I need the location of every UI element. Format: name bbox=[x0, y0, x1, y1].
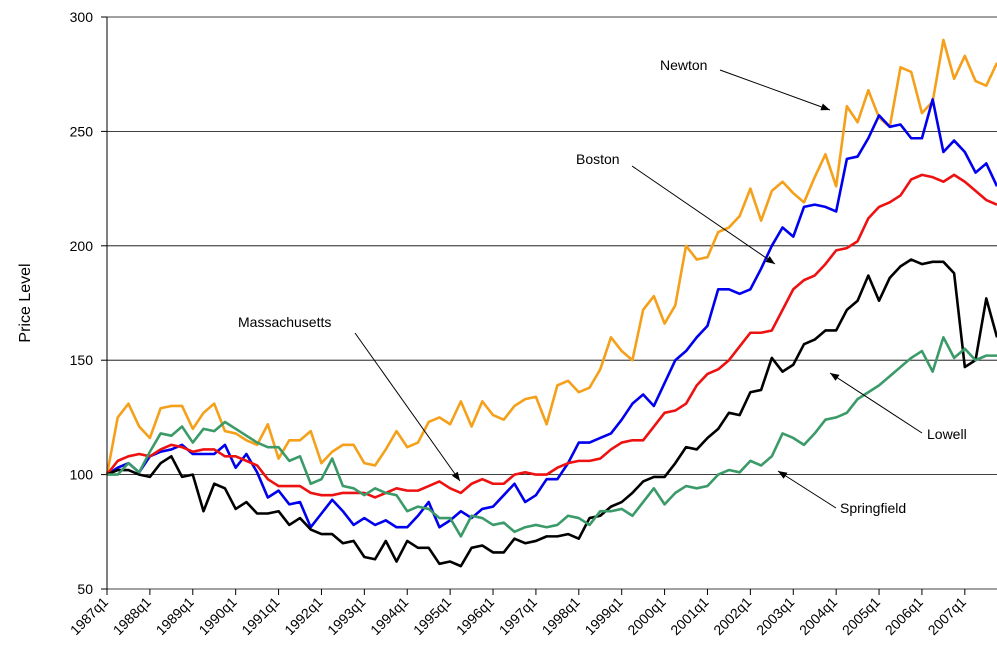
series-line bbox=[105, 38, 997, 475]
x-tick-label: 2005q1 bbox=[839, 594, 883, 638]
y-axis-label: Price Level bbox=[17, 263, 34, 342]
x-tick-label: 1990q1 bbox=[195, 594, 239, 638]
annotation-arrow bbox=[829, 372, 923, 434]
x-tick-label: 1994q1 bbox=[367, 594, 411, 638]
x-tick-label: 2001q1 bbox=[667, 594, 711, 638]
annotation-arrow bbox=[354, 332, 461, 482]
annotation: Massachusetts bbox=[238, 314, 331, 330]
series-line bbox=[106, 98, 997, 529]
x-tick-label: 1993q1 bbox=[324, 594, 368, 638]
x-tick-label: 1987q1 bbox=[67, 594, 111, 638]
x-tick-label: 1991q1 bbox=[238, 594, 282, 638]
y-tick-label: 300 bbox=[70, 9, 94, 25]
annotation-arrow bbox=[777, 470, 837, 509]
annotation: Newton bbox=[660, 57, 707, 73]
y-tick-label: 150 bbox=[70, 352, 94, 368]
y-tick-label: 200 bbox=[70, 238, 94, 254]
annotation: Boston bbox=[576, 151, 620, 167]
x-tick-label: 1999q1 bbox=[581, 594, 625, 638]
x-tick-label: 2000q1 bbox=[624, 594, 668, 638]
x-tick-label: 1997q1 bbox=[496, 594, 540, 638]
series-line bbox=[105, 173, 997, 499]
annotation: Springfield bbox=[840, 500, 906, 516]
lines bbox=[105, 38, 997, 568]
x-tick-label: 2004q1 bbox=[796, 594, 840, 638]
x-tick-label: 1995q1 bbox=[410, 594, 454, 638]
annotation-arrow bbox=[719, 69, 831, 111]
x-tick-label: 2002q1 bbox=[710, 594, 754, 638]
series-line bbox=[107, 336, 997, 538]
x-tick-label: 1998q1 bbox=[539, 594, 583, 638]
grid bbox=[101, 16, 997, 595]
y-tick-label: 50 bbox=[77, 581, 93, 597]
series-line bbox=[106, 258, 997, 568]
annotation-arrow bbox=[631, 165, 776, 265]
x-tick-label: 1989q1 bbox=[153, 594, 197, 638]
x-tick-label: 1996q1 bbox=[453, 594, 497, 638]
y-tick-label: 100 bbox=[70, 467, 94, 483]
x-tick-label: 2006q1 bbox=[882, 594, 926, 638]
x-tick-label: 2007q1 bbox=[925, 594, 969, 638]
x-tick-label: 1988q1 bbox=[110, 594, 154, 638]
x-tick-label: 2003q1 bbox=[753, 594, 797, 638]
annotation: Lowell bbox=[927, 426, 967, 442]
x-tick-label: 1992q1 bbox=[281, 594, 325, 638]
y-tick-label: 250 bbox=[70, 123, 94, 139]
